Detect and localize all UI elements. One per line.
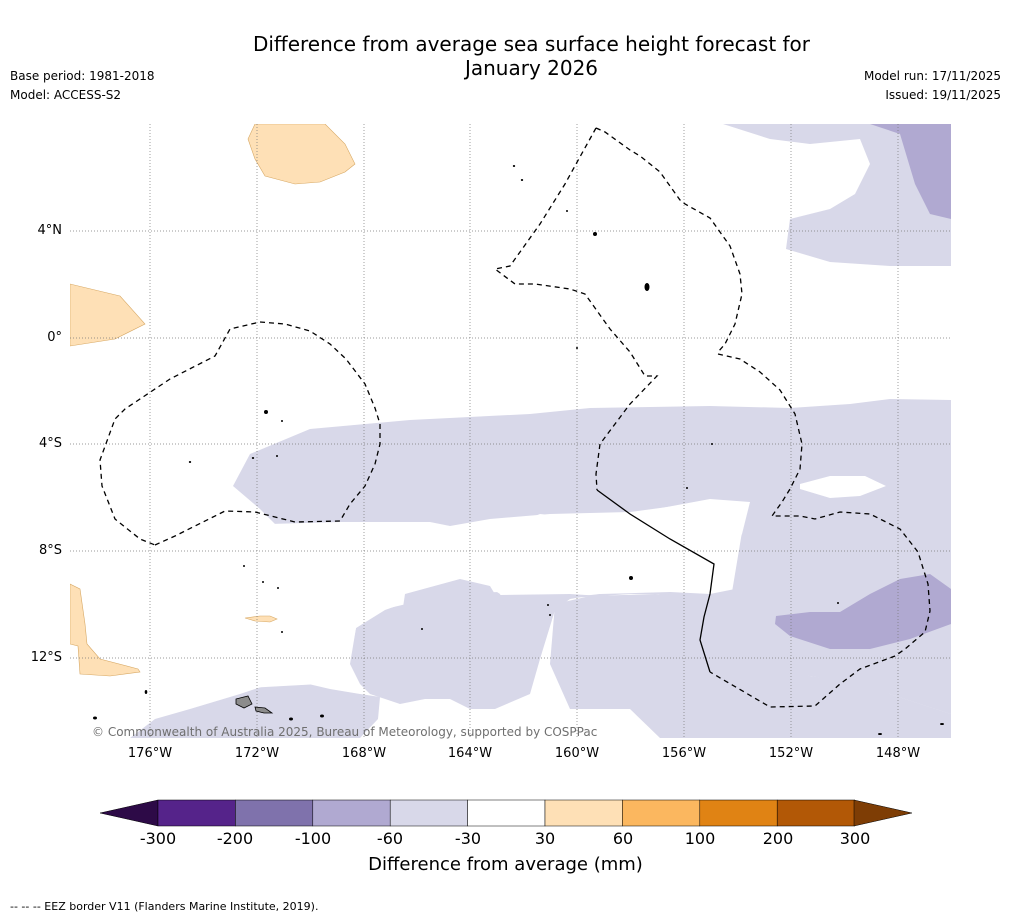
colorbar-bin <box>235 799 314 827</box>
samoa-islands <box>235 695 274 714</box>
colorbar-tick-minus300: -300 <box>139 829 177 848</box>
title-line-2: January 2026 <box>464 56 599 80</box>
colorbar-bin <box>467 799 546 827</box>
model-text: Model: ACCESS-S2 <box>10 88 122 102</box>
colorbar-tick-30: 30 <box>534 829 556 848</box>
lon-label-160w: 160°W <box>554 746 600 761</box>
colorbar-bin <box>776 799 855 827</box>
lon-label-156w: 156°W <box>661 746 707 761</box>
map-panel <box>70 124 951 738</box>
colorbar-tick-minus200: -200 <box>216 829 254 848</box>
title-line-1: Difference from average sea surface heig… <box>252 32 811 56</box>
model-run-text: Model run: 17/11/2025 <box>863 69 1001 83</box>
colorbar-label: Difference from average (mm) <box>368 854 643 875</box>
colorbar-bin <box>622 799 701 827</box>
meta-right: Model run: 17/11/2025 Issued: 19/11/2025 <box>864 67 1001 105</box>
colorbar-tick-100: 100 <box>684 829 716 848</box>
anomaly-medium-purple-areas <box>775 124 951 649</box>
lon-label-176w: 176°W <box>127 746 173 761</box>
colorbar <box>99 798 913 832</box>
lat-label-4n: 4°N <box>37 223 63 238</box>
colorbar-tick-300: 300 <box>839 829 871 848</box>
copyright-notice: © Commonwealth of Australia 2025, Bureau… <box>92 725 598 739</box>
colorbar-bin <box>312 799 391 827</box>
lat-label-8s: 8°S <box>38 543 62 558</box>
lon-label-172w: 172°W <box>234 746 280 761</box>
chart-title: Difference from average sea surface heig… <box>0 32 1011 80</box>
colorbar-tick-60: 60 <box>612 829 634 848</box>
colorbar-bin <box>389 799 468 827</box>
islands <box>93 165 944 735</box>
colorbar-svg <box>99 799 913 827</box>
meta-left: Base period: 1981-2018 Model: ACCESS-S2 <box>10 67 155 105</box>
issued-text: Issued: 19/11/2025 <box>885 88 1001 102</box>
eez-solid-border <box>596 489 715 673</box>
graticule <box>70 124 951 738</box>
colorbar-extend-below <box>99 799 159 827</box>
lat-label-0: 0° <box>47 330 62 345</box>
footer-note: -- -- -- EEZ border V11 (Flanders Marine… <box>10 900 319 913</box>
colorbar-bin <box>544 799 623 827</box>
colorbar-tick-minus60: -60 <box>376 829 404 848</box>
lat-label-12s: 12°S <box>30 650 62 665</box>
colorbar-extend-above <box>853 799 913 827</box>
eez-borders <box>99 127 931 708</box>
anomaly-light-orange-areas <box>70 124 356 677</box>
lon-label-152w: 152°W <box>768 746 814 761</box>
anomaly-light-purple-plumes <box>402 516 951 738</box>
map-svg <box>70 124 951 738</box>
lat-label-4s: 4°S <box>38 436 62 451</box>
lon-label-148w: 148°W <box>875 746 921 761</box>
base-period-text: Base period: 1981-2018 <box>10 69 155 83</box>
lon-label-168w: 168°W <box>341 746 387 761</box>
lon-label-164w: 164°W <box>447 746 493 761</box>
colorbar-tick-minus100: -100 <box>294 829 332 848</box>
colorbar-tick-minus30: -30 <box>454 829 482 848</box>
colorbar-tick-200: 200 <box>762 829 794 848</box>
colorbar-bin <box>157 799 236 827</box>
colorbar-bin <box>699 799 778 827</box>
colorbar-bins <box>157 799 855 827</box>
